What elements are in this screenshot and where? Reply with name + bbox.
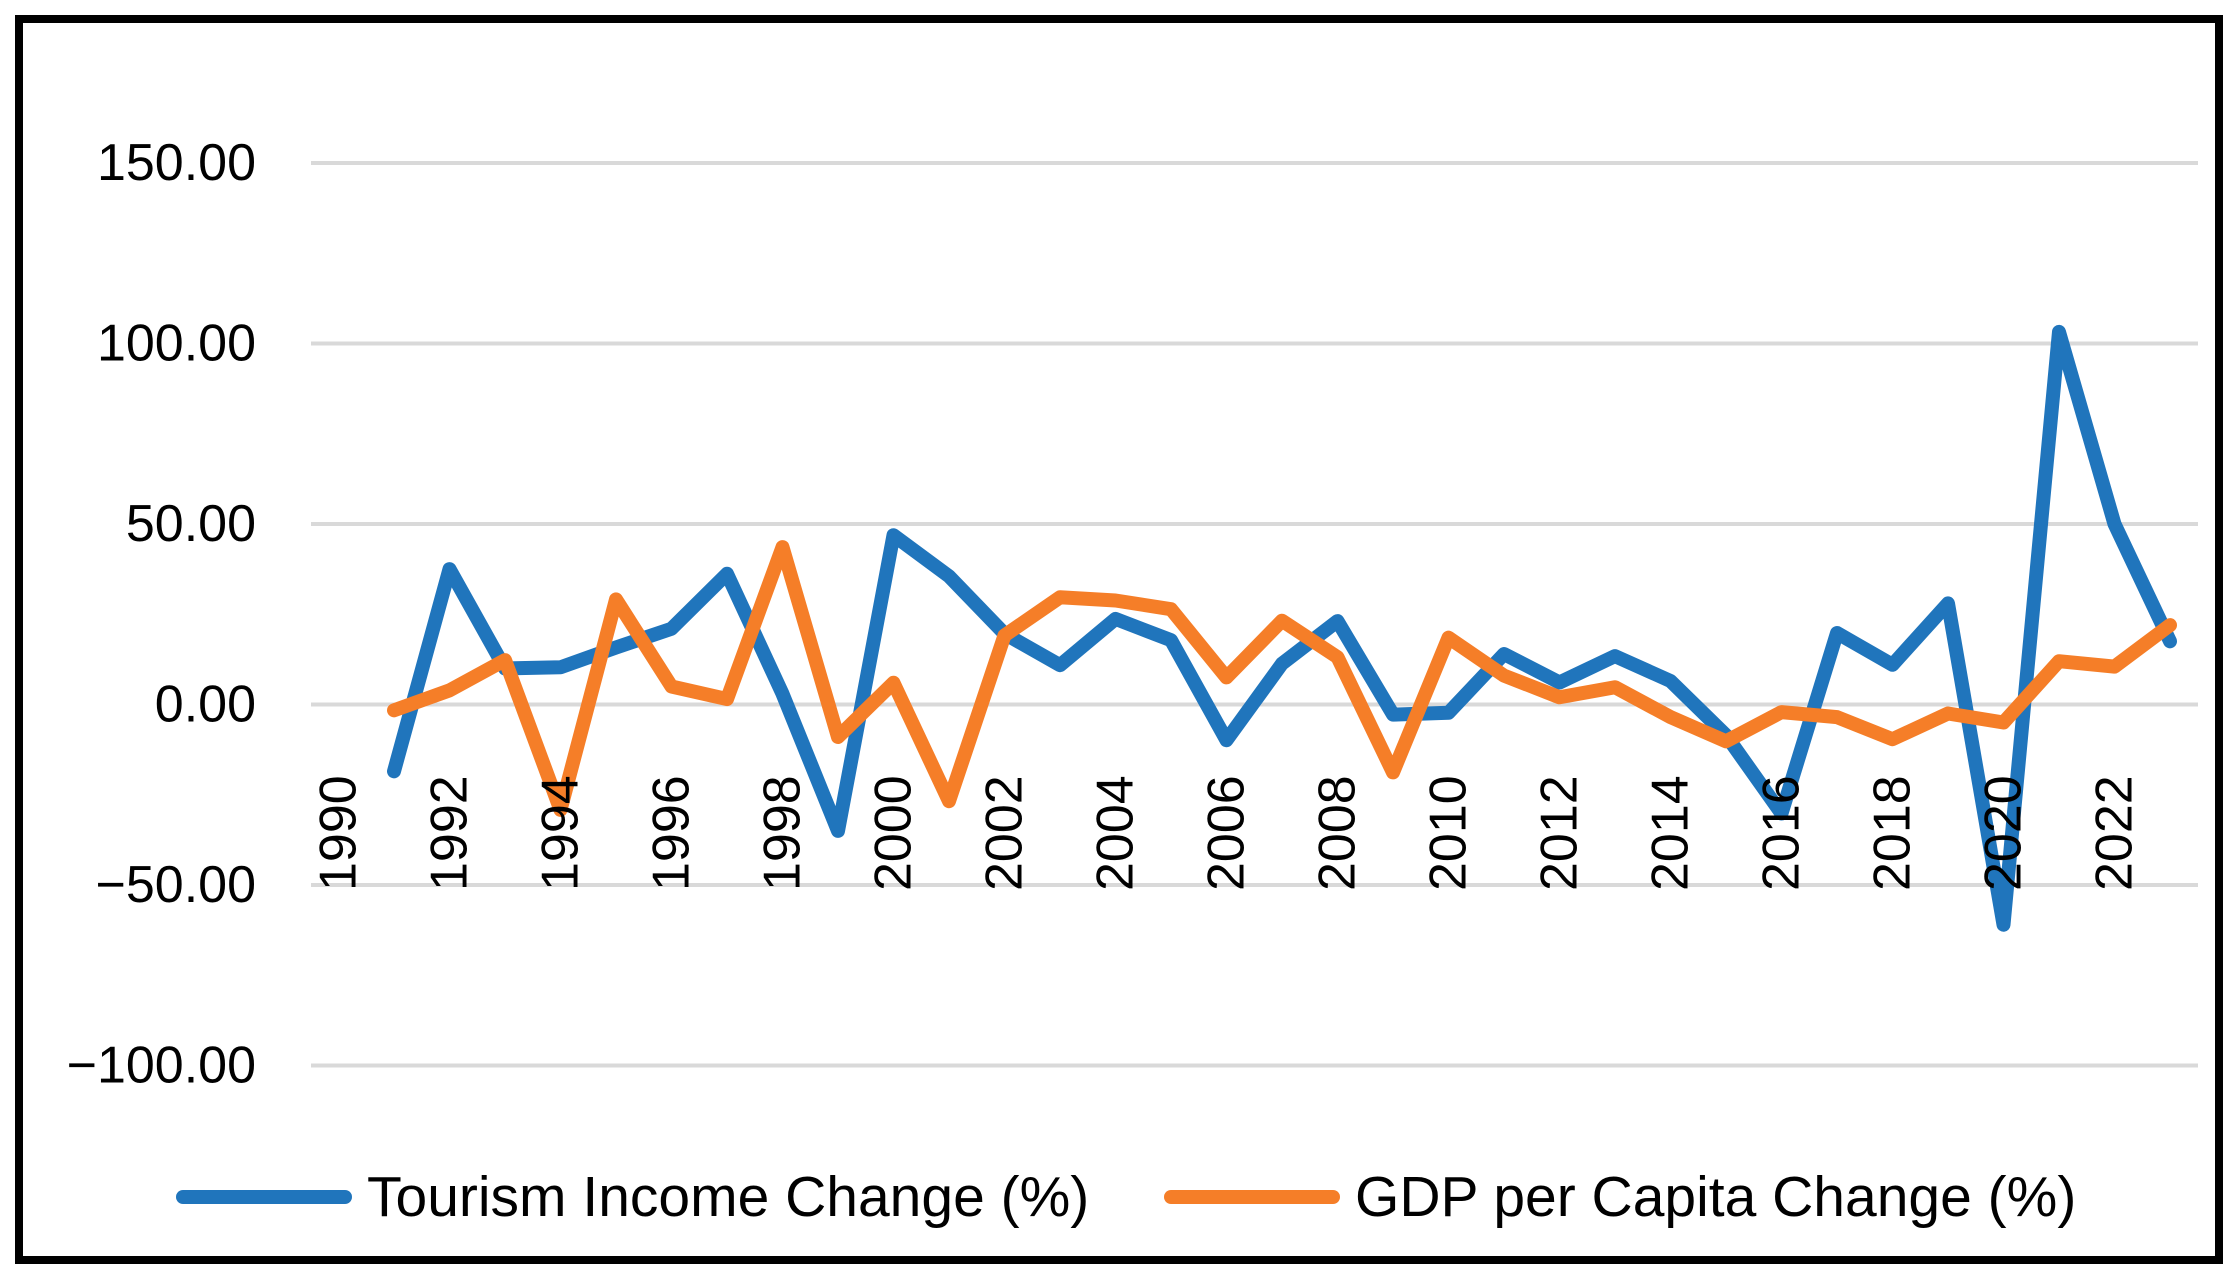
legend-label-gdp: GDP per Capita Change (%)	[1355, 1165, 2077, 1229]
x-tick-label: 2004	[1087, 775, 1145, 891]
x-tick-label: 2008	[1309, 775, 1367, 891]
x-tick-label: 2006	[1198, 775, 1256, 891]
legend-item-tourism: Tourism Income Change (%)	[176, 1160, 1089, 1234]
y-tick-label: −50.00	[96, 856, 257, 914]
x-tick-label: 1998	[754, 775, 812, 891]
x-tick-label: 1994	[532, 775, 590, 891]
x-tick-label: 2010	[1420, 775, 1478, 891]
x-tick-label: 1996	[643, 775, 701, 891]
y-tick-label: 100.00	[97, 315, 256, 373]
chart-legend: Tourism Income Change (%) GDP per Capita…	[0, 1160, 2238, 1234]
x-tick-label: 1990	[310, 775, 368, 891]
x-tick-label: 1992	[421, 775, 479, 891]
legend-label-tourism: Tourism Income Change (%)	[367, 1165, 1090, 1229]
y-tick-label: 50.00	[126, 495, 256, 553]
legend-item-gdp: GDP per Capita Change (%)	[1164, 1160, 2076, 1234]
x-tick-label: 2012	[1531, 775, 1589, 891]
x-tick-label: 2020	[1975, 775, 2033, 891]
x-tick-label: 2016	[1753, 775, 1811, 891]
y-tick-label: 0.00	[155, 676, 256, 734]
x-tick-label: 2022	[2086, 775, 2144, 891]
x-tick-label: 2002	[976, 775, 1034, 891]
gdp-per-capita-line	[387, 540, 2177, 817]
y-tick-label: 150.00	[97, 134, 256, 192]
gdp-line-marker	[1164, 1190, 1340, 1204]
tourism-line-marker	[176, 1190, 352, 1204]
x-tick-label: 2018	[1864, 775, 1922, 891]
y-tick-label: −100.00	[67, 1037, 256, 1095]
tourism-income-line	[387, 324, 2177, 932]
x-tick-label: 2014	[1642, 775, 1700, 891]
x-tick-label: 2000	[865, 775, 923, 891]
